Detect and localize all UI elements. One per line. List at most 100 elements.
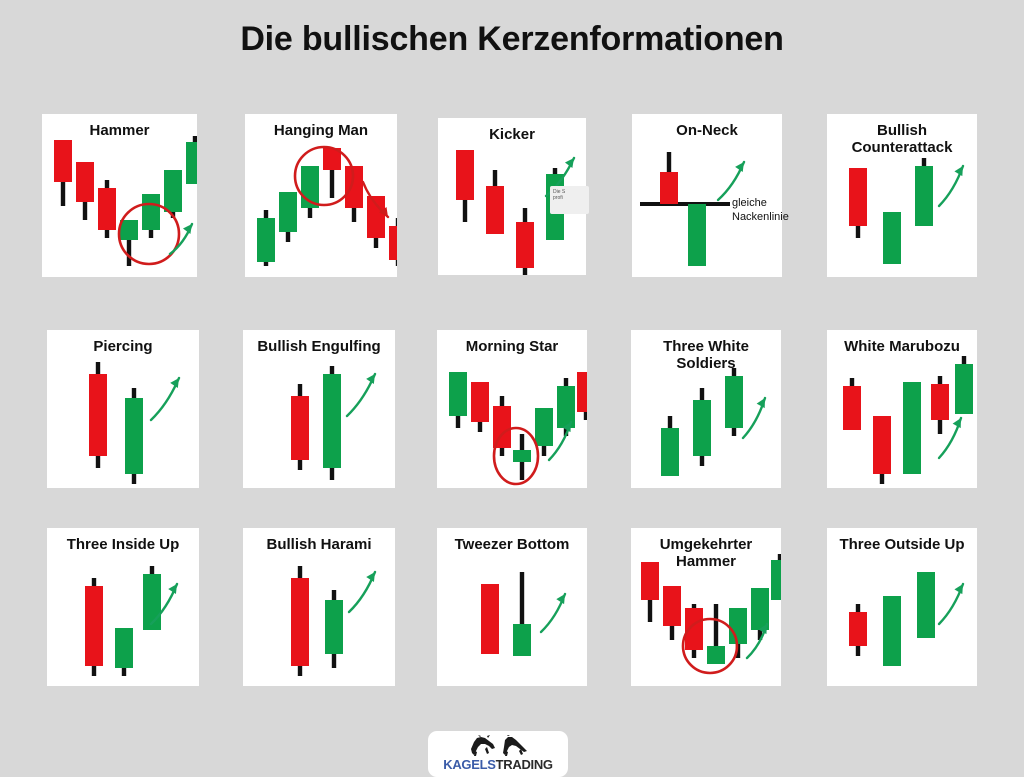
candle-1-down [54, 140, 72, 206]
pattern-card-tweezer-bottom[interactable]: Tweezer Bottom [437, 528, 587, 686]
candle-3-up [301, 166, 319, 218]
candle-1-down [85, 578, 103, 676]
pattern-card-piercing[interactable]: Piercing [47, 330, 199, 488]
logo-brand-first: KAGELS [443, 757, 496, 772]
trend-arrow-up [149, 582, 179, 626]
candle-2-down [486, 170, 504, 234]
pattern-card-white-marubozu[interactable]: White Marubozu [827, 330, 977, 488]
highlight-circle [293, 145, 355, 207]
trend-arrow-up [745, 622, 769, 660]
tooltip-line1: Die S [553, 189, 566, 195]
candle-1-down [291, 384, 309, 470]
candle-1-down [456, 150, 474, 222]
candle-4-down [931, 376, 949, 434]
pattern-card-three-white-soldiers[interactable]: Three White Soldiers [631, 330, 781, 488]
candle-3-up [725, 368, 743, 436]
candlestick-chart-bullish-engulfing [291, 366, 377, 480]
candle-2-up [323, 366, 341, 480]
pattern-card-on-neck[interactable]: On-Neck gleiche Nackenlinie [632, 114, 789, 277]
candle-4-down [323, 148, 341, 198]
candle-5-down [345, 166, 363, 222]
candle-2-up [693, 388, 711, 466]
pattern-card-umgekehrter-hammer[interactable]: Umgekehrter Hammer [631, 528, 781, 686]
candlestick-chart-bullish-counterattack [849, 158, 965, 264]
pattern-card-bullish-harami[interactable]: Bullish Harami [243, 528, 395, 686]
candle-5-up [955, 356, 973, 414]
pattern-card-three-inside-up[interactable]: Three Inside Up [47, 528, 199, 686]
candlestick-chart-piercing [89, 362, 181, 484]
candle-3-up [917, 572, 935, 638]
pattern-title-bullish-harami: Bullish Harami [266, 536, 372, 553]
pattern-title-kicker: Kicker [489, 126, 535, 143]
candlestick-chart-umgekehrter-hammer [641, 554, 781, 675]
pattern-title-piercing: Piercing [93, 338, 153, 355]
pattern-card-bullish-counterattack[interactable]: Bullish Counterattack [827, 114, 977, 277]
pattern-title-three-inside-up: Three Inside Up [66, 536, 180, 553]
candlestick-chart-three-outside-up [849, 572, 965, 666]
candle-3-up [143, 566, 161, 630]
candle-4-up [120, 220, 138, 266]
highlight-circle [117, 202, 181, 266]
candle-1-down [89, 362, 107, 468]
candle-2-down [471, 382, 489, 432]
candle-1-down [291, 566, 309, 676]
trend-arrow-up [937, 164, 965, 208]
pattern-card-morning-star[interactable]: Morning Star [437, 330, 587, 488]
trend-arrow-up [149, 376, 181, 422]
candle-2-up [325, 590, 343, 668]
neckline-label: gleiche Nackenlinie [732, 196, 789, 224]
candle-2-up [125, 388, 143, 484]
logo-wordmark: KAGELSTRADING [428, 757, 568, 772]
pattern-card-bullish-engulfing[interactable]: Bullish Engulfing [243, 330, 395, 488]
candle-2-up [883, 596, 901, 666]
candle-1-down [849, 604, 867, 656]
candle-4-up [707, 604, 725, 664]
candle-7-up [771, 554, 781, 600]
candle-1-down [660, 152, 678, 204]
candle-3-down [685, 604, 703, 658]
candle-7-down [389, 218, 397, 266]
pattern-card-three-outside-up[interactable]: Three Outside Up [827, 528, 977, 686]
candle-1-up [449, 372, 467, 428]
candle-3-up [915, 158, 933, 226]
tooltip-line2: profi [553, 195, 563, 201]
pattern-card-hammer[interactable]: Hammer [42, 114, 197, 277]
neckline-label-line2: Nackenlinie [732, 211, 789, 223]
pattern-title-three-white-soldiers: Three White Soldiers [663, 338, 749, 372]
candlestick-chart-tweezer-bottom [481, 572, 567, 656]
pattern-title-white-marubozu: White Marubozu [844, 338, 960, 355]
trend-arrow-down [361, 180, 390, 219]
trend-arrow-up [937, 582, 965, 626]
candlestick-chart-morning-star [449, 372, 587, 486]
pattern-title-hanging-man: Hanging Man [273, 122, 369, 139]
trend-arrow-up [716, 160, 746, 202]
trend-arrow-up [168, 222, 194, 256]
candlestick-chart-three-inside-up [85, 566, 179, 676]
candle-6-up [557, 378, 575, 436]
candle-2-down [873, 416, 891, 484]
pattern-title-bullish-counterattack: Bullish Counterattack [851, 122, 953, 156]
logo-brand-second: TRADING [495, 757, 553, 772]
candlestick-chart-white-marubozu [843, 356, 973, 484]
pattern-card-hanging-man[interactable]: Hanging Man [245, 114, 397, 277]
candle-2-down [663, 586, 681, 640]
candle-1-down [849, 168, 867, 238]
candle-6-down [367, 196, 385, 248]
candle-2-up [115, 628, 133, 676]
candle-5-up [142, 194, 160, 238]
trend-arrow-up [741, 396, 767, 440]
brand-logo: KAGELSTRADING [428, 731, 568, 777]
highlight-circle [492, 426, 540, 486]
candle-2-up [883, 212, 901, 264]
candle-2-up [279, 192, 297, 242]
pattern-title-umgekehrter-hammer: Umgekehrter Hammer [659, 536, 753, 570]
trend-arrow-up [539, 592, 567, 634]
candlestick-chart-bullish-harami [291, 566, 377, 676]
candle-3-down [516, 208, 534, 275]
candle-1-down [481, 584, 499, 654]
candle-3-down [493, 396, 511, 456]
candle-6-up [751, 588, 769, 640]
candle-1-down [843, 378, 861, 430]
